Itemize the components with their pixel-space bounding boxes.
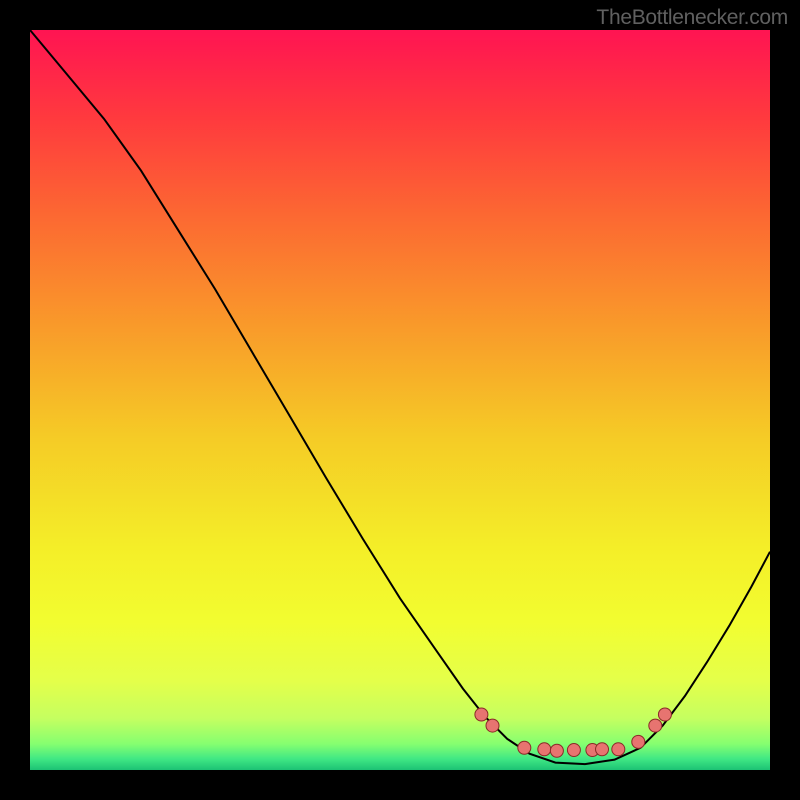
marker-point (550, 744, 563, 757)
marker-point (632, 735, 645, 748)
watermark-text: TheBottlenecker.com (596, 6, 788, 30)
marker-point (612, 743, 625, 756)
marker-point (538, 743, 551, 756)
marker-point (518, 741, 531, 754)
marker-point (649, 719, 662, 732)
plot-gradient-rect (30, 30, 770, 770)
marker-point (486, 719, 499, 732)
marker-point (567, 744, 580, 757)
marker-point (658, 708, 671, 721)
bottleneck-chart (0, 0, 800, 800)
marker-point (475, 708, 488, 721)
marker-point (596, 743, 609, 756)
chart-container: TheBottlenecker.com (0, 0, 800, 800)
